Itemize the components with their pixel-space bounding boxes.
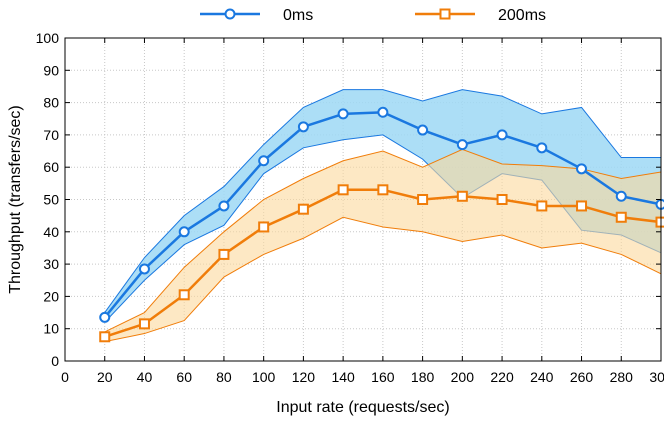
data-point (99, 331, 111, 343)
data-point (377, 184, 389, 196)
x-tick-label: 180 (411, 369, 435, 385)
y-tick-label: 60 (43, 159, 59, 175)
data-point (496, 129, 508, 141)
x-tick-label: 80 (216, 369, 232, 385)
x-tick-label: 220 (490, 369, 514, 385)
data-point (417, 194, 429, 205)
y-tick-label: 30 (43, 256, 59, 272)
legend: 0ms 200ms (200, 7, 546, 24)
x-tick-label: 40 (137, 369, 153, 385)
legend-label: 0ms (283, 7, 313, 24)
y-tick-label: 0 (51, 353, 59, 369)
data-point (297, 121, 309, 133)
band-upper-edge (104, 148, 662, 333)
data-point (456, 139, 468, 151)
data-point (218, 200, 230, 212)
x-tick-label: 140 (331, 369, 355, 385)
y-tick-label: 70 (43, 127, 59, 143)
x-axis-title: Input rate (requests/sec) (276, 399, 449, 416)
y-tick-label: 50 (43, 192, 59, 208)
data-point (377, 106, 389, 118)
x-tick-label: 60 (176, 369, 192, 385)
data-point (615, 211, 627, 223)
band-0 (104, 89, 661, 323)
y-tick-label: 90 (43, 62, 59, 78)
x-tick-label: 240 (530, 369, 554, 385)
x-tick-label: 200 (451, 369, 475, 385)
y-tick-label: 100 (36, 30, 60, 46)
y-tick-label: 10 (43, 321, 59, 337)
y-tick-label: 40 (43, 224, 59, 240)
x-tick-label: 160 (371, 369, 395, 385)
data-point (258, 155, 270, 167)
data-point (337, 184, 349, 196)
x-tick-label: 20 (97, 369, 113, 385)
series-markers (99, 106, 664, 343)
legend-marker (439, 8, 451, 20)
x-tick-label: 260 (570, 369, 594, 385)
data-point (337, 108, 349, 120)
data-point (138, 263, 150, 275)
band-lower-edge (104, 216, 662, 343)
data-point (297, 203, 309, 215)
band-1 (104, 149, 661, 342)
y-tick-label: 20 (43, 288, 59, 304)
legend-marker (224, 8, 236, 20)
data-point (138, 318, 150, 330)
data-point (456, 190, 468, 202)
data-point (496, 194, 508, 205)
axis-ticks: 0 10 20 30 40 50 60 70 80 90 100 0 20 40 60 80 100 120 140… (36, 30, 664, 385)
data-point (655, 216, 664, 228)
data-point (576, 200, 588, 212)
band-upper-edge (104, 89, 661, 313)
data-point (536, 142, 548, 154)
data-point (178, 289, 190, 301)
x-tick-label: 0 (61, 369, 69, 385)
y-tick-label: 80 (43, 95, 59, 111)
data-point (218, 248, 230, 260)
data-point (615, 190, 627, 202)
data-point (655, 198, 664, 210)
data-point (99, 311, 111, 323)
data-point (536, 200, 548, 212)
data-point (417, 124, 429, 136)
data-point (258, 221, 270, 233)
legend-label: 200ms (498, 7, 546, 24)
data-point (178, 226, 190, 238)
x-tick-label: 120 (292, 369, 316, 385)
x-tick-label: 300 (649, 369, 664, 385)
data-point (576, 163, 588, 175)
confidence-bands (104, 89, 662, 343)
y-axis-title: Throughput (transfers/sec) (7, 105, 24, 294)
x-tick-label: 280 (610, 369, 634, 385)
x-tick-label: 100 (252, 369, 276, 385)
